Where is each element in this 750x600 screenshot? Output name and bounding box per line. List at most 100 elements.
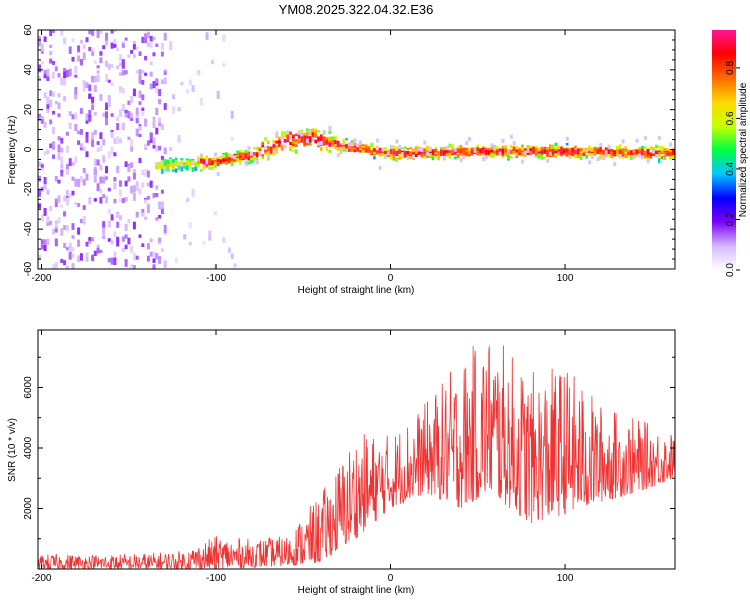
heatmap-cell — [158, 165, 161, 168]
heatmap-cell — [46, 216, 50, 223]
heatmap-cell — [613, 162, 617, 167]
heatmap-cell — [60, 169, 64, 174]
heatmap-cell — [191, 158, 195, 162]
heatmap-cell — [163, 165, 167, 169]
heatmap-cell — [540, 146, 544, 150]
heatmap-cell — [132, 40, 136, 45]
heatmap-cell — [219, 160, 223, 165]
heatmap-cell — [107, 101, 111, 107]
heatmap-cell — [85, 256, 89, 262]
heatmap-cell — [71, 247, 75, 252]
heatmap-cell — [297, 138, 301, 142]
heatmap-cell — [74, 87, 78, 94]
heatmap-cell — [392, 154, 396, 160]
heatmap-cell — [74, 123, 78, 131]
heatmap-cell — [146, 42, 150, 47]
y-tick-label: 20 — [23, 104, 34, 116]
heatmap-cell — [177, 135, 181, 143]
heatmap-cell — [669, 152, 672, 157]
heatmap-cell — [370, 143, 373, 148]
heatmap-cell — [272, 139, 276, 144]
heatmap-cell — [141, 80, 145, 85]
heatmap-cell — [359, 150, 362, 153]
heatmap-cell — [91, 48, 95, 52]
heatmap-cell — [110, 239, 114, 245]
heatmap-cell — [132, 44, 136, 50]
heatmap-cell — [643, 155, 647, 158]
heatmap-cell — [116, 136, 120, 145]
heatmap-cell — [132, 185, 136, 193]
heatmap-cell — [342, 146, 345, 150]
heatmap-cell — [652, 149, 656, 154]
heatmap-cell — [77, 130, 81, 135]
heatmap-cell — [314, 139, 317, 144]
heatmap-cell — [102, 112, 106, 117]
heatmap-cell — [113, 43, 117, 48]
heatmap-cell — [99, 132, 103, 139]
heatmap-cell — [38, 203, 41, 209]
heatmap-cell — [283, 144, 287, 149]
heatmap-cell — [127, 237, 131, 245]
heatmap-cell — [38, 113, 41, 118]
heatmap-cell — [613, 152, 616, 157]
heatmap-cell — [465, 149, 468, 154]
heatmap-cell — [82, 146, 86, 151]
heatmap-cell — [532, 147, 535, 151]
heatmap-cell — [339, 147, 343, 152]
heatmap-cell — [537, 147, 541, 152]
heatmap-cell — [172, 163, 175, 167]
heatmap-cell — [417, 152, 421, 156]
heatmap-cell — [46, 109, 50, 114]
heatmap-cell — [121, 247, 125, 252]
heatmap-cell — [448, 150, 452, 154]
heatmap-cell — [155, 217, 159, 221]
heatmap-cell — [113, 152, 117, 157]
heatmap-cell — [247, 151, 250, 155]
heatmap-cell — [77, 203, 81, 207]
heatmap-cell — [549, 151, 552, 156]
heatmap-cell — [236, 150, 239, 156]
heatmap-cell — [43, 92, 47, 99]
heatmap-cell — [635, 138, 639, 143]
heatmap-cell — [49, 206, 53, 212]
heatmap-cell — [646, 155, 650, 159]
heatmap-cell — [493, 154, 496, 157]
heatmap-cell — [124, 234, 128, 239]
heatmap-cell — [373, 147, 376, 152]
heatmap-cell — [308, 130, 312, 135]
heatmap-cell — [624, 146, 627, 150]
heatmap-cell — [49, 221, 53, 225]
heatmap-cell — [599, 155, 602, 160]
heatmap-cell — [487, 147, 491, 151]
heatmap-cell — [155, 43, 159, 47]
heatmap-cell — [225, 158, 228, 161]
heatmap-cell — [540, 156, 544, 160]
heatmap-cell — [373, 151, 376, 155]
heatmap-cell — [294, 133, 298, 136]
heatmap-cell — [138, 51, 142, 56]
heatmap-cell — [110, 131, 114, 139]
heatmap-cell — [71, 56, 75, 62]
colorbar-tick-label: 0.2 — [725, 212, 736, 226]
heatmap-cell — [54, 220, 58, 225]
heatmap-cell — [451, 144, 454, 149]
heatmap-cell — [172, 106, 175, 114]
heatmap-cell — [465, 153, 468, 156]
heatmap-cell — [152, 52, 156, 57]
heatmap-cell — [46, 101, 50, 109]
heatmap-cell — [565, 143, 569, 146]
heatmap-cell — [275, 134, 278, 139]
heatmap-cell — [96, 159, 100, 165]
heatmap-cell — [144, 216, 148, 220]
heatmap-cell — [194, 166, 197, 171]
heatmap-cell — [395, 146, 398, 151]
heatmap-cell — [119, 198, 122, 202]
heatmap-cell — [149, 238, 153, 243]
colorbar-gradient — [712, 30, 736, 270]
heatmap-cell — [604, 154, 608, 158]
heatmap-cell — [339, 143, 343, 147]
heatmap-cell — [124, 161, 128, 167]
heatmap-cell — [46, 96, 50, 105]
heatmap-cell — [280, 147, 284, 151]
heatmap-cell — [415, 152, 418, 157]
